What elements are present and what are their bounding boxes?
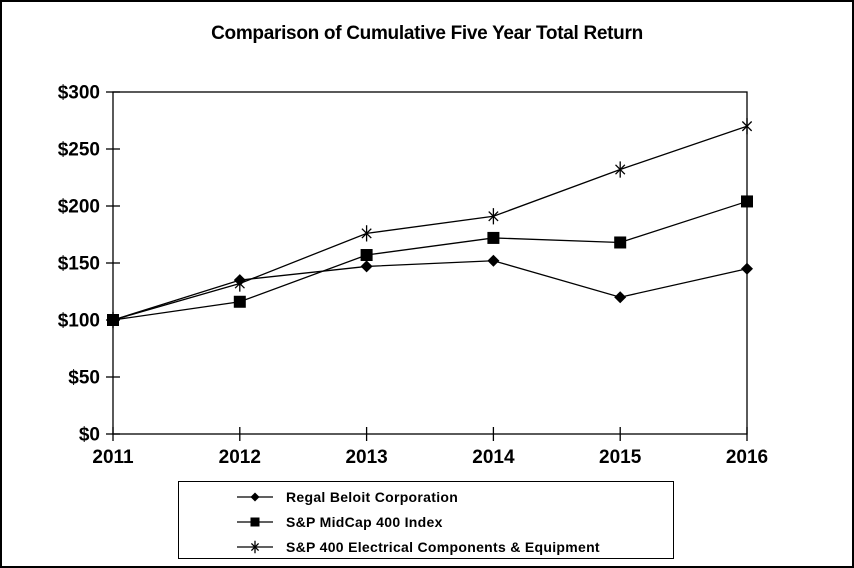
y-tick-label: $0 xyxy=(79,425,100,446)
series-line xyxy=(112,125,748,321)
legend-label: Regal Beloit Corporation xyxy=(286,488,459,505)
x-tick-label: 2012 xyxy=(219,447,261,468)
square-marker-icon xyxy=(237,517,273,526)
asterisk-marker xyxy=(488,208,499,225)
square-marker xyxy=(360,249,373,262)
diamond-marker xyxy=(614,291,627,304)
diamond-marker xyxy=(250,492,260,501)
series-line xyxy=(112,260,748,321)
asterisk-marker xyxy=(361,225,372,242)
chart-title: Comparison of Cumulative Five Year Total… xyxy=(211,23,643,44)
x-tick-label: 2013 xyxy=(345,447,387,468)
legend-label: S&P MidCap 400 Index xyxy=(286,513,443,530)
y-tick-label: $250 xyxy=(58,140,100,161)
x-tick-label: 2011 xyxy=(92,447,134,468)
legend: Regal Beloit Corporation S&P MidCap 400 … xyxy=(178,481,674,559)
square-marker xyxy=(233,295,246,308)
y-tick-label: $50 xyxy=(68,368,100,389)
series-line xyxy=(112,200,748,321)
asterisk-marker-icon xyxy=(237,540,273,553)
series-s-p-midcap-400-index xyxy=(107,195,753,326)
x-tick-label: 2014 xyxy=(472,447,515,468)
series-s-p-400-electrical-components-equipment xyxy=(107,118,753,329)
y-tick-label: $150 xyxy=(58,254,100,275)
diamond-marker xyxy=(487,254,500,267)
series-regal-beloit-corporation xyxy=(107,254,753,326)
asterisk-marker xyxy=(615,161,626,178)
legend-item-sp-400-electrical: S&P 400 Electrical Components & Equipmen… xyxy=(237,534,673,559)
diamond-marker-icon xyxy=(237,492,273,501)
legend-item-sp-midcap-400: S&P MidCap 400 Index xyxy=(237,509,673,534)
y-tick-label: $300 xyxy=(58,83,100,104)
asterisk-marker xyxy=(107,311,119,329)
diamond-marker xyxy=(360,260,373,273)
asterisk-marker xyxy=(250,540,260,553)
x-tick-label: 2015 xyxy=(599,447,642,468)
square-marker xyxy=(614,236,627,249)
y-tick-label: $200 xyxy=(58,197,100,218)
y-axis: $0 $50 $100 $150 $200 $250 $300 xyxy=(58,83,120,446)
asterisk-marker xyxy=(234,275,245,292)
x-tick-label: 2016 xyxy=(726,447,768,468)
asterisk-marker xyxy=(741,118,753,135)
square-marker xyxy=(487,231,500,244)
y-tick-label: $100 xyxy=(58,311,100,332)
diamond-marker xyxy=(741,262,753,275)
legend-label: S&P 400 Electrical Components & Equipmen… xyxy=(286,538,600,555)
x-axis: 2011 2012 2013 2014 2015 2016 xyxy=(92,427,768,468)
legend-item-regal-beloit: Regal Beloit Corporation xyxy=(237,484,673,509)
square-marker xyxy=(250,517,260,526)
square-marker xyxy=(741,195,753,208)
